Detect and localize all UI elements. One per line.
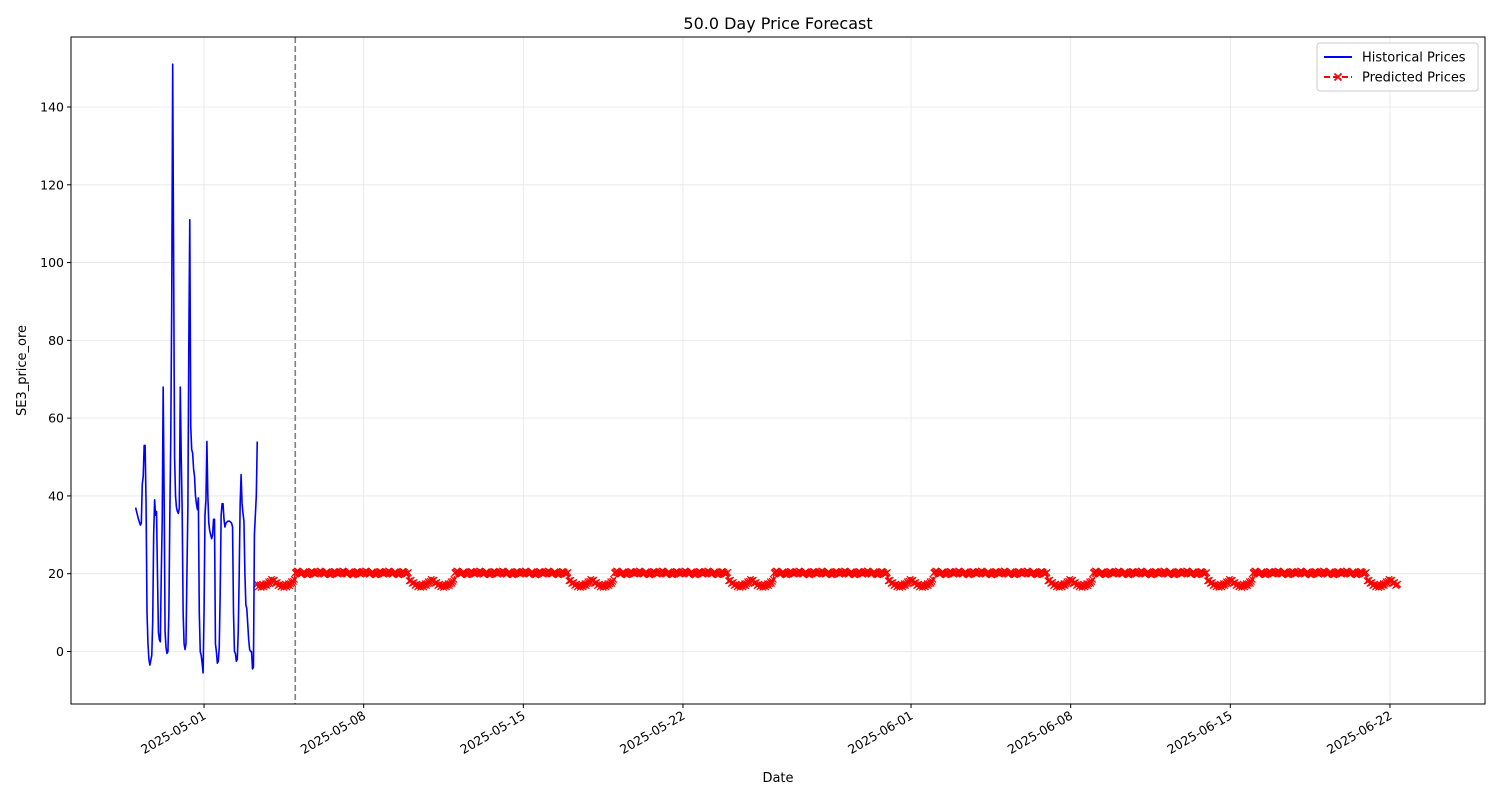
predicted-point — [609, 577, 617, 586]
predicted-point — [929, 575, 937, 584]
y-tick-label: 140 — [40, 100, 64, 115]
predicted-point — [290, 575, 298, 584]
predicted-point — [1043, 568, 1051, 577]
predicted-point — [767, 579, 775, 587]
plot-frame — [70, 36, 1486, 705]
predicted-point — [1246, 579, 1254, 587]
y-tick-label: 60 — [48, 411, 64, 426]
legend: Historical Prices Predicted Prices — [1316, 42, 1479, 92]
predicted-point — [1088, 575, 1097, 584]
grid-lines — [71, 37, 1485, 704]
predicted-point — [450, 575, 458, 584]
predicted-point — [883, 568, 891, 577]
predicted-point — [1248, 575, 1256, 584]
chart-title: 50.0 Day Price Forecast — [683, 14, 872, 33]
predicted-point — [404, 568, 412, 577]
predicted-point — [1393, 580, 1402, 588]
predicted-point — [289, 577, 297, 586]
y-tick-label: 20 — [48, 566, 64, 581]
y-tick-label: 80 — [48, 333, 64, 348]
predicted-point — [288, 579, 297, 587]
predicted-point — [724, 568, 732, 577]
predicted-point — [609, 575, 618, 584]
predicted-point — [927, 579, 935, 587]
predicted-point — [564, 568, 572, 577]
predicted-point — [1202, 568, 1211, 577]
historical-prices-line — [134, 63, 259, 674]
predicted-point — [769, 575, 777, 584]
predicted-point — [448, 579, 456, 587]
y-axis-ticks: 0 20 40 60 80 100 120 140 — [40, 100, 71, 659]
y-tick-label: 100 — [40, 255, 64, 270]
legend-predicted-marker — [1333, 72, 1343, 82]
legend-frame — [1316, 42, 1479, 92]
y-tick-label: 120 — [40, 177, 64, 192]
series-group — [134, 63, 1402, 674]
predicted-point — [1247, 577, 1255, 586]
predicted-point — [1087, 577, 1096, 586]
predicted-point — [608, 579, 616, 587]
predicted-point — [449, 577, 457, 586]
predicted-point — [928, 577, 936, 586]
predicted-point — [1087, 579, 1095, 587]
y-tick-label: 0 — [56, 644, 64, 659]
y-tick-label: 40 — [48, 488, 64, 503]
y-axis-label: SE3_price_ore — [15, 325, 30, 416]
legend-predicted-label: Predicted Prices — [1362, 71, 1466, 86]
legend-historical-label: Historical Prices — [1362, 51, 1466, 66]
predicted-point — [1362, 568, 1370, 577]
predicted-prices-markers — [253, 567, 1402, 591]
predicted-point — [768, 577, 776, 586]
x-axis-label: Date — [762, 771, 793, 786]
